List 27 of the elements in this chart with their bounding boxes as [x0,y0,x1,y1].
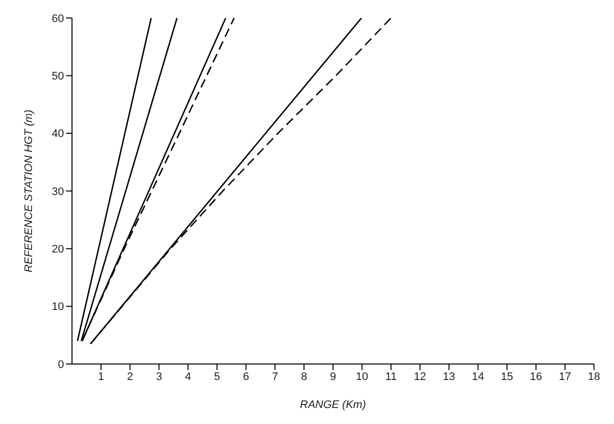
x-tick-label: 4 [184,370,192,383]
x-tick-label: 1 [98,370,104,383]
y-tick-label: 10 [52,301,64,314]
x-axis-title: RANGE (Km) [300,399,366,411]
x-tick-label: 16 [530,370,542,383]
x-tick-label: 13 [442,370,456,383]
x-tick-label: 3 [156,370,162,383]
x-tick-label: 8 [300,370,308,383]
y-tick-label: 50 [52,70,64,83]
x-tick-label: 15 [500,370,514,383]
x-tick-label: 18 [588,370,600,383]
x-tick-label: 12 [414,370,426,383]
y-axis-title: REFERENCE STATION HGT (m) [22,109,35,272]
y-tick-label: 60 [52,12,64,25]
x-tick-label: 9 [330,370,336,383]
y-tick-label: 0 [58,358,64,371]
y-tick-label: 30 [52,186,64,198]
y-tick-label: 20 [52,244,64,256]
x-tick-label: 17 [558,370,572,383]
x-tick-label: 7 [272,370,278,383]
y-tick-label: 40 [52,128,64,140]
x-tick-label: 5 [214,370,220,383]
x-tick-label: 10 [356,370,368,383]
x-tick-label: 11 [385,370,397,383]
x-tick-label: 6 [242,370,250,383]
x-tick-label: 2 [126,370,134,383]
x-tick-label: 14 [472,370,484,383]
